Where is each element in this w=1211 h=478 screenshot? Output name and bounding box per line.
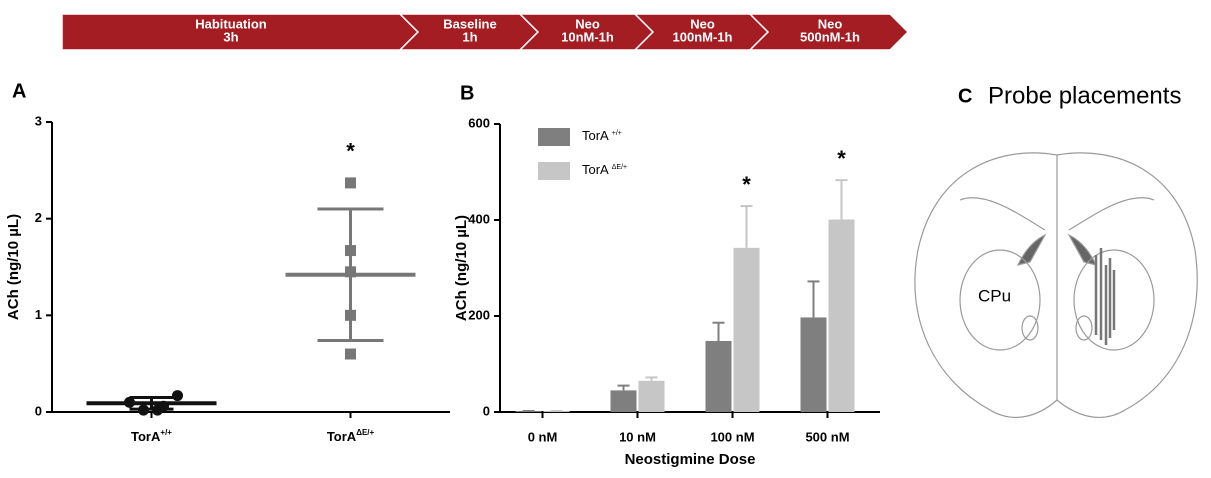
timeline-label: Neo	[818, 16, 843, 31]
region-outline	[1073, 249, 1155, 351]
y-tick-label: 400	[468, 211, 490, 226]
significance-mark: *	[837, 146, 846, 171]
ventricle-left	[1016, 233, 1047, 266]
timeline-label: Neo	[575, 16, 600, 31]
data-point	[345, 348, 356, 360]
region-label: CPu	[978, 286, 1011, 305]
legend-label-superscript: ΔE/+	[612, 164, 627, 171]
x-axis-label: Neostigmine Dose	[625, 451, 756, 468]
timeline-label: 100nM-1h	[673, 29, 733, 44]
legend-label: TorA ΔE/+	[582, 162, 627, 177]
legend-swatch	[538, 128, 570, 146]
panel-letter: B	[460, 82, 474, 104]
legend-label-main: TorA	[582, 128, 609, 143]
significance-mark: *	[742, 172, 751, 197]
y-tick-label: 0	[483, 403, 490, 418]
x-tick-label-main: TorA	[131, 429, 161, 444]
timeline-label: Neo	[690, 16, 715, 31]
y-tick-label: 3	[35, 113, 42, 128]
timeline-step	[748, 13, 910, 51]
brain-diagram	[914, 152, 1198, 419]
bar	[828, 219, 855, 412]
data-point	[345, 177, 356, 189]
y-tick-label: 2	[35, 210, 42, 225]
probes	[1094, 248, 1116, 345]
panel-letter: A	[12, 80, 26, 102]
x-tick-label: 500 nM	[805, 429, 849, 444]
x-tick-label-superscript: ΔE/+	[356, 428, 374, 437]
ventricle-right	[1067, 233, 1098, 266]
bar	[638, 380, 665, 412]
y-tick-label: 1	[35, 307, 42, 322]
timeline-label: 3h	[223, 29, 238, 44]
timeline-label: 10nM-1h	[561, 29, 614, 44]
bar	[543, 411, 570, 412]
y-tick-label: 200	[468, 307, 490, 322]
timeline: Habituation3hBaseline1hNeo10nM-1hNeo100n…	[61, 13, 910, 51]
x-tick-label: 0 nM	[528, 429, 558, 444]
x-tick-label-main: TorA	[327, 429, 357, 444]
y-axis-label: ACh (ng/10 µL)	[5, 214, 22, 320]
x-tick-label-superscript: +/+	[160, 428, 172, 437]
bar	[800, 317, 827, 412]
region-outline	[959, 249, 1041, 351]
ac-left	[1021, 315, 1039, 341]
timeline-label: Baseline	[443, 16, 496, 31]
bar	[705, 340, 732, 412]
cortex-inner	[959, 197, 1155, 231]
legend-label-superscript: +/+	[612, 130, 622, 137]
x-tick-label: TorA+/+	[131, 428, 172, 444]
significance-mark: *	[346, 139, 355, 164]
timeline-label: 1h	[462, 29, 477, 44]
timeline-label: 500nM-1h	[800, 29, 860, 44]
bar	[515, 411, 542, 412]
x-tick-label: 100 nM	[710, 429, 754, 444]
y-tick-label: 0	[35, 403, 42, 418]
bar	[610, 390, 637, 412]
diagram-title: Probe placements	[988, 82, 1181, 109]
legend-label: TorA +/+	[582, 128, 622, 143]
bar	[733, 247, 760, 412]
x-tick-label: TorAΔE/+	[327, 428, 375, 444]
y-tick-label: 600	[468, 115, 490, 130]
panel-letter: C	[958, 85, 972, 107]
y-axis-label: ACh (ng/10 µL)	[453, 215, 470, 321]
data-point	[172, 390, 183, 402]
x-tick-label: 10 nM	[619, 429, 656, 444]
legend-label-main: TorA	[582, 162, 609, 177]
timeline-label: Habituation	[195, 16, 267, 31]
brain-outline	[914, 152, 1198, 419]
ac-right	[1075, 315, 1093, 341]
legend-swatch	[538, 162, 570, 180]
